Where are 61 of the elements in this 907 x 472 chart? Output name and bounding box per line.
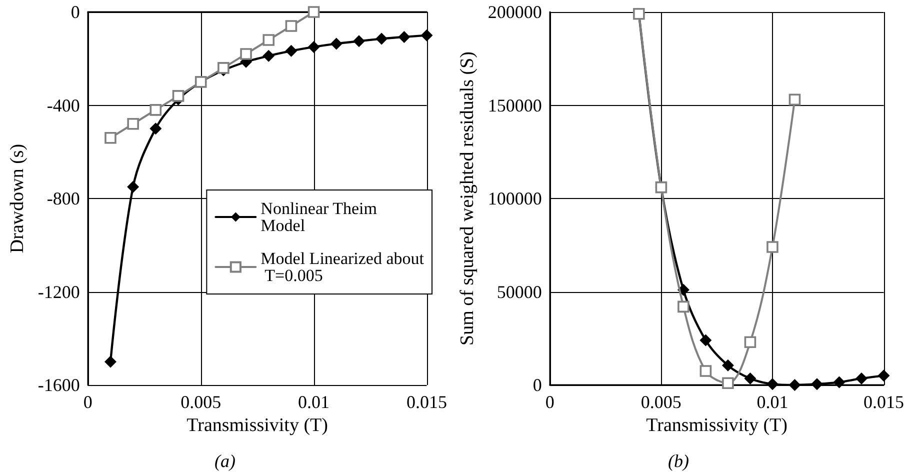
y-tick-label: 200000 [488,2,542,22]
text: (a) [214,451,236,471]
point [833,376,846,388]
y-tick-label: -400 [46,95,80,116]
point [700,334,712,346]
point [722,377,734,390]
point [766,378,778,390]
point [678,300,690,313]
point [150,104,162,116]
point [788,379,801,391]
legend-label: Model Linearized about T=0.005 [260,249,424,285]
x-tick-label: 0.005 [640,392,682,412]
point [285,44,298,57]
y-tick-label: 50000 [496,282,542,302]
point [285,20,298,32]
point [744,336,756,348]
point [240,48,252,60]
x-tick-label: 0.015 [864,392,904,412]
point [262,50,275,62]
point [788,94,801,106]
point [308,6,320,18]
x-tick-label: 0.015 [406,392,447,412]
x-tick-label: 0.01 [756,392,788,412]
y-tick-label: 0 [532,375,542,395]
y-tick-label: -800 [46,188,80,208]
point [262,34,275,46]
y-tick-label: 100000 [488,188,542,208]
point [352,35,365,48]
x-tick-label: 0.01 [298,392,330,412]
point [376,32,388,45]
point [398,30,410,43]
x-tick-label: 0 [545,392,554,412]
point [308,40,320,53]
point [420,29,433,42]
point [104,132,116,144]
point [700,365,712,377]
text: (b) [668,451,690,471]
point [766,241,778,253]
y-tick-label: 0 [70,2,80,22]
point [218,62,230,74]
y-tick-label: 150000 [488,95,542,116]
y-tick-label: -1200 [38,282,80,302]
x-axis-title: Transmissivity (T) [186,414,328,436]
point [104,356,116,368]
legend-label: Nonlinear Theim Model [260,199,382,235]
point [172,90,184,102]
x-tick-label: 0 [83,392,92,412]
y-axis-title: Drawdown (s) [7,144,28,254]
y-axis-title: Sum of squared weighted residuals (S) [457,52,478,346]
x-tick-label: 0.005 [180,392,222,412]
point [878,370,890,382]
point [330,38,342,50]
point [127,180,140,193]
point [810,378,823,390]
point [127,118,139,130]
y-tick-label: -1600 [38,375,80,395]
point [744,372,756,384]
point [855,372,868,384]
point [722,359,734,372]
point [150,122,162,135]
x-axis-title: Transmissivity (T) [646,414,788,436]
